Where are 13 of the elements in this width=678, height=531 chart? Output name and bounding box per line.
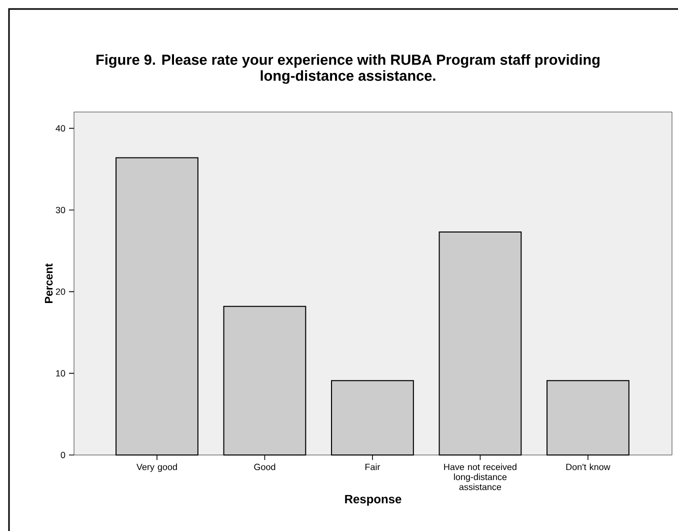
y-tick-label: 0 — [60, 452, 66, 458]
y-axis-title: Percent — [44, 263, 53, 303]
y-tick-label: 20 — [56, 288, 66, 295]
chart-title: Figure 9. Please rate your experience with RUBA Program staff providing long-distance assistance. — [96, 54, 600, 84]
x-tick-label: Don't know — [566, 464, 610, 470]
x-axis-title: Response — [345, 494, 402, 506]
y-tick-label: 10 — [56, 370, 66, 377]
y-tick-label: 40 — [56, 125, 66, 132]
x-tick-label: Good — [254, 464, 276, 470]
x-tick-label: Fair — [365, 464, 380, 470]
y-tick-label: 30 — [56, 206, 66, 214]
x-tick-label: Have not received long-distance assistance — [444, 464, 516, 490]
x-tick-label: Very good — [136, 464, 177, 472]
